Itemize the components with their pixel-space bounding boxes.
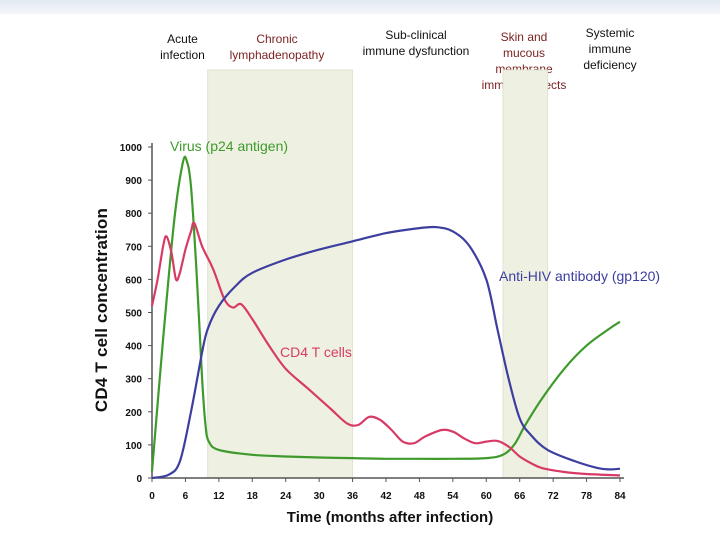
x-tick-label: 6 [183, 491, 189, 502]
x-tick-label: 18 [247, 491, 259, 502]
antibody-series-label: Anti-HIV antibody (gp120) [499, 268, 660, 284]
y-tick-label: 900 [125, 176, 142, 187]
x-axis-title: Time (months after infection) [286, 509, 494, 526]
x-tick-label: 66 [514, 491, 526, 502]
phase-label-systemic: Systemic immune deficiency [583, 26, 637, 72]
top-header-bar [0, 0, 720, 14]
y-axis-title: CD4 T cell concentration [92, 207, 111, 413]
phase-label-subclinical: Sub-clinical immune dysfunction [362, 28, 470, 58]
y-tick-label: 400 [125, 342, 142, 353]
shaded-phase-region-2 [502, 69, 549, 479]
x-tick-label: 30 [314, 491, 326, 502]
x-tick-label: 36 [347, 491, 359, 502]
phase-label-acute-infection: Acute infection [160, 32, 205, 62]
y-tick-label: 500 [125, 309, 142, 320]
y-tick-label: 100 [125, 441, 142, 452]
x-tick-label: 84 [614, 491, 626, 502]
x-tick-label: 24 [280, 491, 292, 502]
x-tick-label: 12 [213, 491, 225, 502]
x-tick-label: 72 [548, 491, 560, 502]
y-tick-label: 700 [125, 242, 142, 253]
virus-series-label: Virus (p24 antigen) [170, 138, 288, 154]
y-tick-label: 300 [125, 375, 142, 386]
x-tick-label: 60 [481, 491, 493, 502]
x-tick-label: 42 [380, 491, 392, 502]
cd4-t-cells-series-line [150, 221, 621, 477]
y-tick-label: 200 [125, 408, 142, 419]
x-tick-label: 78 [581, 491, 593, 502]
y-tick-label: 800 [125, 209, 142, 220]
y-tick-label: 600 [125, 275, 142, 286]
phase-label-chronic-lymphadenopathy: Chronic lymphadenopathy [229, 32, 325, 62]
y-tick-label: 1000 [120, 143, 143, 154]
shaded-phase-region-1 [207, 69, 354, 479]
y-tick-label: 0 [136, 474, 142, 485]
cd4-series-label: CD4 T cells [280, 344, 352, 360]
x-tick-label: 48 [414, 491, 426, 502]
virus-p24-series-line [150, 155, 621, 472]
x-tick-label: 0 [149, 491, 155, 502]
anti-hiv-antibody-series-line [151, 225, 621, 480]
x-tick-label: 54 [447, 491, 459, 502]
